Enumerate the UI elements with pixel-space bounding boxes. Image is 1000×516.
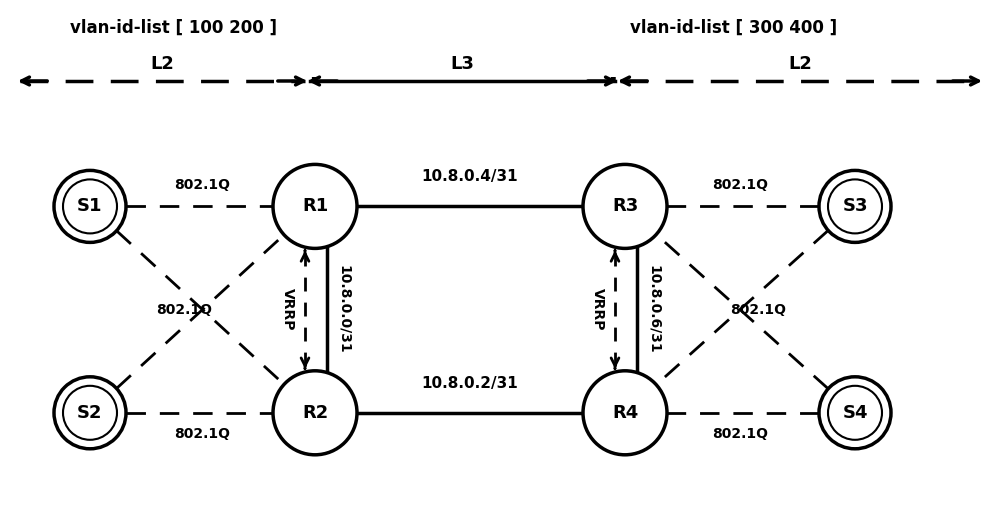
Text: R3: R3 <box>612 198 638 215</box>
Text: L3: L3 <box>451 55 474 73</box>
Text: 10.8.0.2/31: 10.8.0.2/31 <box>422 376 518 391</box>
Text: ·: · <box>607 67 617 95</box>
Text: S4: S4 <box>842 404 868 422</box>
Circle shape <box>54 377 126 449</box>
Text: vlan-id-list [ 100 200 ]: vlan-id-list [ 100 200 ] <box>70 19 277 37</box>
Text: VRRP: VRRP <box>591 288 605 331</box>
Text: L2: L2 <box>788 55 812 73</box>
Text: 802.1Q: 802.1Q <box>175 179 230 192</box>
Text: ·: · <box>308 67 318 95</box>
Circle shape <box>273 371 357 455</box>
Text: R2: R2 <box>302 404 328 422</box>
Text: 10.8.0.0/31: 10.8.0.0/31 <box>337 265 351 354</box>
Text: VRRP: VRRP <box>281 288 295 331</box>
Text: 10.8.0.4/31: 10.8.0.4/31 <box>422 169 518 184</box>
Text: R4: R4 <box>612 404 638 422</box>
Text: 802.1Q: 802.1Q <box>730 302 786 317</box>
Text: S3: S3 <box>842 198 868 215</box>
Text: 802.1Q: 802.1Q <box>156 302 212 317</box>
Text: 10.8.0.6/31: 10.8.0.6/31 <box>647 265 661 354</box>
Circle shape <box>583 371 667 455</box>
Circle shape <box>819 170 891 243</box>
Text: S1: S1 <box>77 198 103 215</box>
Text: 802.1Q: 802.1Q <box>712 179 768 192</box>
Circle shape <box>819 377 891 449</box>
Text: vlan-id-list [ 300 400 ]: vlan-id-list [ 300 400 ] <box>630 19 837 37</box>
Text: S2: S2 <box>77 404 103 422</box>
Text: 802.1Q: 802.1Q <box>712 427 768 441</box>
Text: R1: R1 <box>302 198 328 215</box>
Circle shape <box>273 165 357 248</box>
Text: 802.1Q: 802.1Q <box>175 427 230 441</box>
Circle shape <box>54 170 126 243</box>
Text: L2: L2 <box>151 55 174 73</box>
Circle shape <box>583 165 667 248</box>
